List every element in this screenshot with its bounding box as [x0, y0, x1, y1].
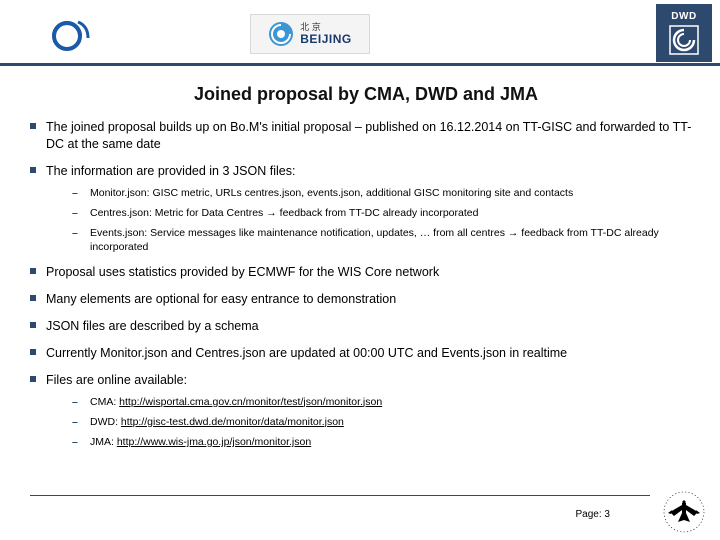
sub-bullet-item: Monitor.json: GISC metric, URLs centres.…: [60, 186, 702, 200]
federal-eagle-emblem: [662, 490, 706, 534]
main-bullet-list: The joined proposal builds up on Bo.M's …: [30, 119, 702, 449]
link-item: JMA: http://www.wis-jma.go.jp/json/monit…: [60, 435, 702, 449]
links-list: CMA: http://wisportal.cma.gov.cn/monitor…: [46, 395, 702, 450]
wmo-logo: [48, 12, 92, 56]
bullet-item: The joined proposal builds up on Bo.M's …: [30, 119, 702, 153]
link-item: DWD: http://gisc-test.dwd.de/monitor/dat…: [60, 415, 702, 429]
dwd-logo: DWD: [656, 4, 712, 62]
jma-link[interactable]: http://www.wis-jma.go.jp/json/monitor.js…: [117, 436, 311, 448]
header-bar: 北 京 BEIJING DWD: [0, 0, 720, 66]
bullet-item: JSON files are described by a schema: [30, 318, 702, 335]
beijing-en: BEIJING: [300, 32, 352, 46]
cma-beijing-logo: 北 京 BEIJING: [250, 14, 370, 54]
bullet-item: Many elements are optional for easy entr…: [30, 291, 702, 308]
sub-bullet-item: Centres.json: Metric for Data Centres → …: [60, 206, 702, 220]
page-number: Page: 3: [576, 509, 610, 520]
slide-content: Joined proposal by CMA, DWD and JMA The …: [0, 66, 720, 449]
sub-bullet-item: Events.json: Service messages like maint…: [60, 226, 702, 254]
bullet-item: Files are online available: CMA: http://…: [30, 372, 702, 449]
link-item: CMA: http://wisportal.cma.gov.cn/monitor…: [60, 395, 702, 409]
footer-divider: [30, 495, 650, 496]
slide-title: Joined proposal by CMA, DWD and JMA: [30, 84, 702, 105]
bullet-item: The information are provided in 3 JSON f…: [30, 163, 702, 255]
sub-bullet-list: Monitor.json: GISC metric, URLs centres.…: [46, 186, 702, 255]
bullet-item: Currently Monitor.json and Centres.json …: [30, 345, 702, 362]
link-label: CMA:: [90, 396, 119, 408]
dwd-label: DWD: [671, 11, 696, 22]
link-label: JMA:: [90, 436, 117, 448]
dwd-link[interactable]: http://gisc-test.dwd.de/monitor/data/mon…: [121, 416, 344, 428]
bullet-item: Proposal uses statistics provided by ECM…: [30, 264, 702, 281]
link-label: DWD:: [90, 416, 121, 428]
cma-link[interactable]: http://wisportal.cma.gov.cn/monitor/test…: [119, 396, 382, 408]
beijing-cn: 北 京: [300, 23, 352, 32]
